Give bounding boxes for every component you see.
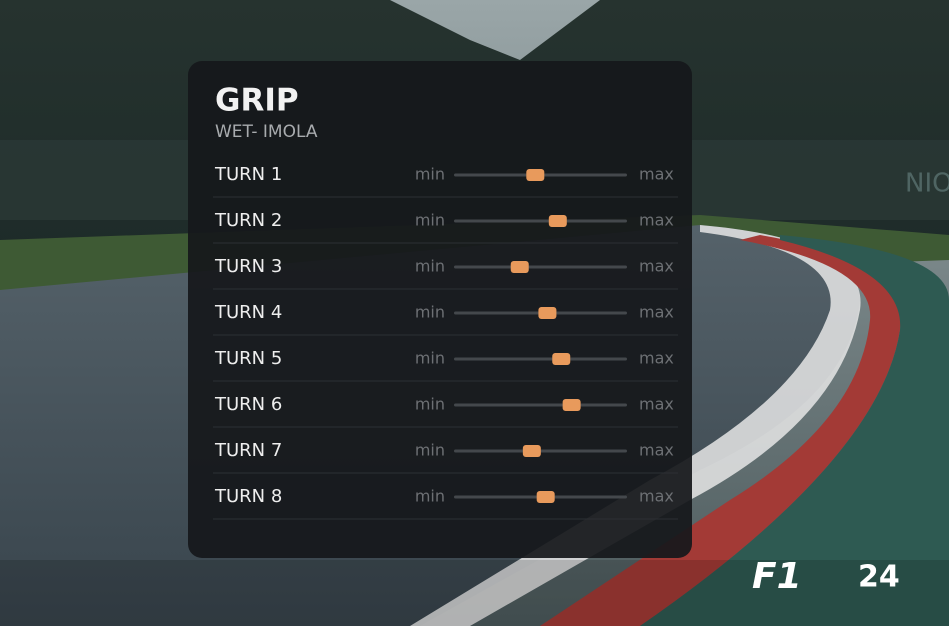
slider-thumb[interactable] — [552, 353, 571, 365]
min-label: min — [415, 165, 445, 184]
max-label: max — [639, 349, 674, 368]
max-label: max — [639, 303, 674, 322]
slider-thumb[interactable] — [510, 261, 529, 273]
max-label: max — [639, 257, 674, 276]
rows: TURN 1 min max TURN 2 min max TURN 3 min max TURN… — [213, 164, 678, 520]
subtitle: WET- IMOLA — [215, 122, 318, 142]
row-label: TURN 4 — [214, 302, 282, 323]
slider-track[interactable] — [454, 219, 627, 223]
row-label: TURN 2 — [214, 210, 282, 231]
max-label: max — [639, 395, 674, 414]
slider-thumb[interactable] — [522, 445, 541, 457]
slider-track[interactable] — [454, 265, 627, 269]
title: GRIP — [215, 83, 299, 119]
row-label: TURN 5 — [214, 348, 282, 369]
row-label: TURN 3 — [214, 256, 282, 277]
min-label: min — [415, 257, 445, 276]
max-label: max — [639, 165, 674, 184]
min-label: min — [415, 395, 445, 414]
background-sign: NIOUD — [905, 169, 949, 199]
max-label: max — [639, 441, 674, 460]
row-label: TURN 1 — [214, 164, 282, 185]
slider-track[interactable] — [454, 403, 627, 407]
slider-thumb[interactable] — [562, 399, 581, 411]
row-label: TURN 7 — [214, 440, 282, 461]
slider-thumb[interactable] — [548, 215, 567, 227]
logo-edition: 24 — [858, 560, 900, 595]
slider-thumb[interactable] — [536, 491, 555, 503]
max-label: max — [639, 211, 674, 230]
logo-brand: F1 — [752, 556, 802, 597]
slider-thumb[interactable] — [538, 307, 557, 319]
row-label: TURN 6 — [214, 394, 282, 415]
min-label: min — [415, 211, 445, 230]
slider-track[interactable] — [454, 357, 627, 361]
min-label: min — [415, 349, 445, 368]
min-label: min — [415, 487, 445, 506]
slider-thumb[interactable] — [526, 169, 545, 181]
logo: F1 24 — [752, 556, 900, 597]
max-label: max — [639, 487, 674, 506]
row-label: TURN 8 — [214, 486, 282, 507]
min-label: min — [415, 303, 445, 322]
min-label: min — [415, 441, 445, 460]
panel — [188, 61, 692, 558]
